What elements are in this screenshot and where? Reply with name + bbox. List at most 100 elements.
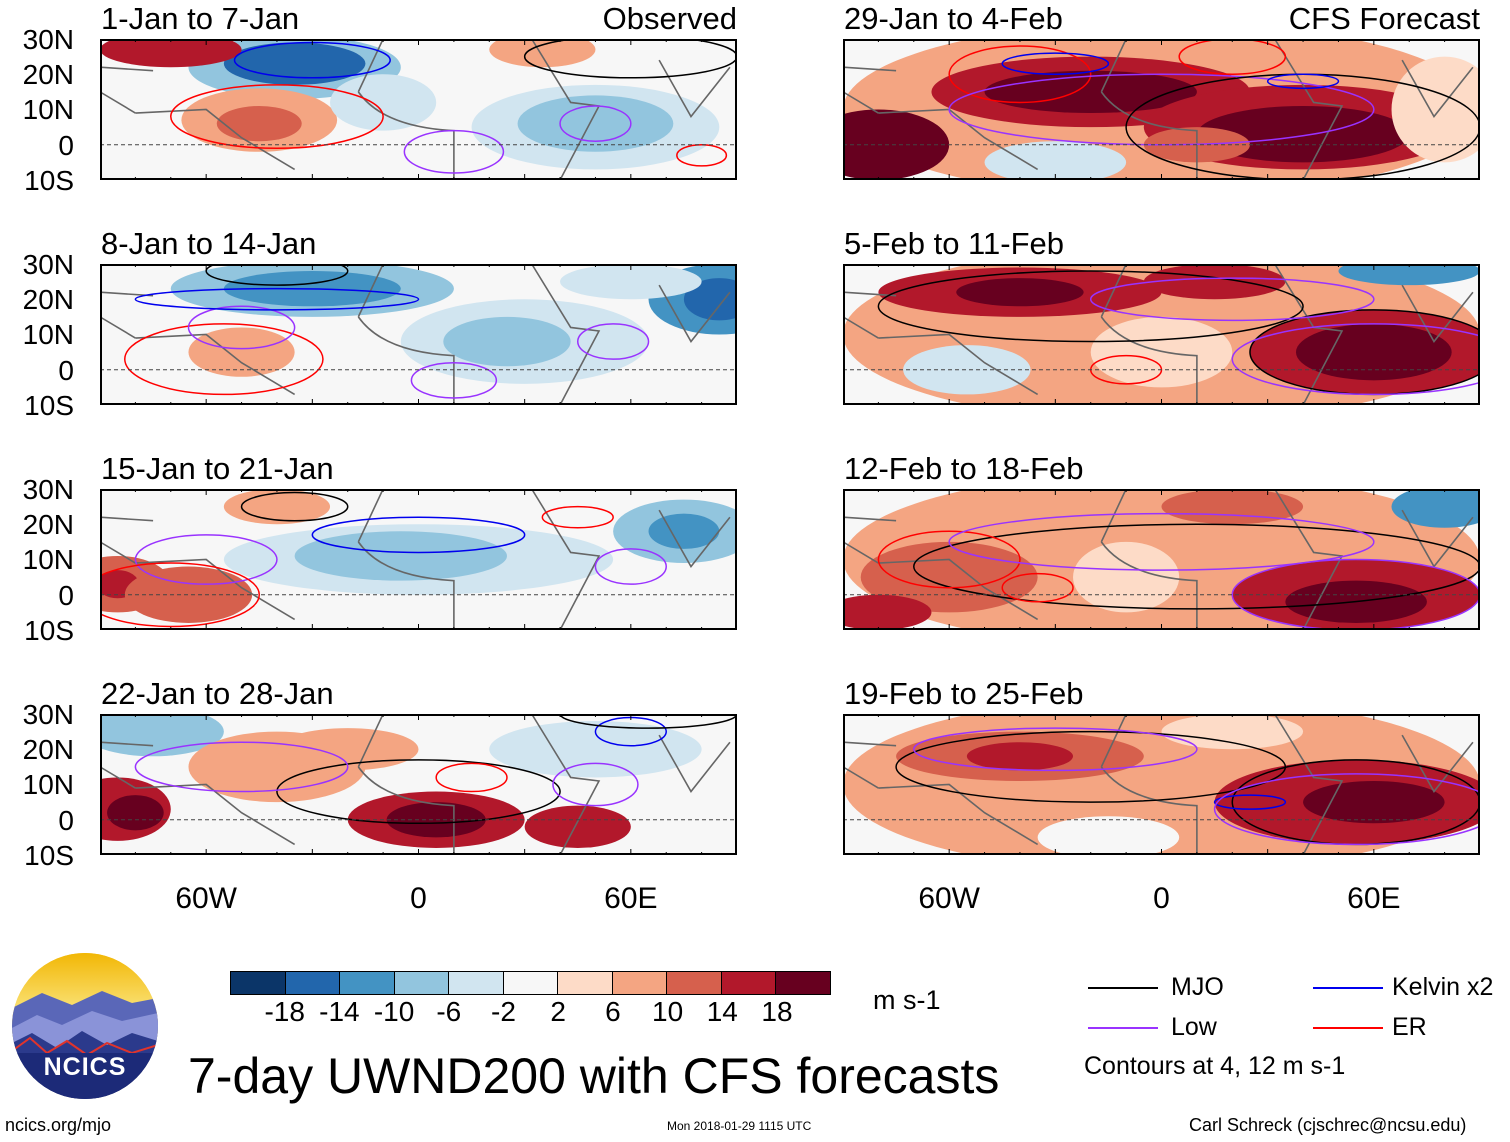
lat-label: 0: [58, 804, 74, 836]
anomaly-shading: [1196, 105, 1410, 163]
er-contour: [1001, 572, 1074, 603]
anomaly-shading: [443, 316, 571, 367]
kelvin-contour: [1001, 52, 1110, 75]
low-contour: [577, 323, 650, 360]
anomaly-shading: [560, 264, 702, 300]
anomaly-shading: [683, 278, 737, 321]
colorbar-swatch: [776, 972, 830, 994]
panel-title: 15-Jan to 21-Jan: [101, 451, 334, 486]
colorbar: [230, 971, 831, 995]
mjo-contour: [559, 714, 737, 729]
lat-label: 20N: [22, 284, 74, 316]
colorbar-swatch: [285, 972, 340, 994]
coastline: [100, 264, 731, 405]
anomaly-shading: [1037, 816, 1180, 855]
colorbar-swatch: [612, 972, 667, 994]
lon-label: 60E: [604, 882, 658, 915]
colorbar-swatch: [394, 972, 449, 994]
figure-title: 7-day UWND200 with CFS forecasts: [188, 1048, 1000, 1104]
lon-label: 60W: [175, 882, 237, 915]
lat-label: 10S: [24, 839, 74, 871]
map-svg: [843, 39, 1480, 180]
panel-title: 29-Jan to 4-Feb: [844, 1, 1063, 36]
colorbar-swatch: [449, 972, 504, 994]
anomaly-shading: [1161, 489, 1304, 525]
map-svg: [843, 489, 1480, 630]
map-panel: [843, 264, 1480, 405]
colorbar-tick-label: -6: [436, 996, 462, 1027]
panel-title: 22-Jan to 28-Jan: [101, 676, 334, 711]
low-contour: [134, 741, 349, 793]
er-contour: [948, 45, 1092, 104]
low-contour: [403, 129, 505, 174]
mjo-contour: [913, 523, 1480, 610]
anomaly-shading: [330, 74, 437, 131]
er-contour: [1178, 39, 1287, 75]
lat-label: 20N: [22, 509, 74, 541]
coastline: [100, 489, 731, 630]
map-svg: [100, 264, 737, 405]
anomaly-shading: [517, 95, 674, 152]
lat-label: 30N: [22, 249, 74, 280]
map-panel: [843, 39, 1480, 180]
lat-label: 10N: [22, 544, 74, 576]
anomaly-shading: [1303, 780, 1445, 824]
low-contour: [187, 305, 296, 350]
anomaly-shading: [100, 714, 224, 757]
legend-contour-note: Contours at 4, 12 m s-1: [1084, 1052, 1346, 1080]
low-contour: [410, 361, 498, 399]
panel-title: 1-Jan to 7-Jan: [101, 1, 300, 36]
coastline: [843, 264, 1474, 405]
low-contour: [1231, 323, 1480, 396]
map-svg: [843, 714, 1480, 855]
footer-author: Carl Schreck (cjschrec@ncsu.edu): [1189, 1115, 1467, 1135]
anomaly-shading: [843, 594, 932, 630]
colorbar-tick-label: -2: [491, 996, 516, 1027]
colorbar-swatch: [340, 972, 395, 994]
lat-label: 20N: [22, 59, 74, 91]
colorbar-tick-label: 14: [706, 996, 738, 1027]
lat-label: 10N: [22, 769, 74, 801]
lon-label: 60E: [1347, 882, 1401, 915]
legend-kelvin-line: [1313, 987, 1383, 989]
map-panel: [100, 264, 737, 405]
panel-title: 19-Feb to 25-Feb: [844, 676, 1084, 711]
anomaly-shading: [124, 566, 253, 623]
legend-er-label: ER: [1392, 1013, 1427, 1041]
logo: NCICS: [12, 953, 158, 1099]
anomaly-shading: [903, 345, 1031, 395]
anomaly-shading: [489, 721, 702, 778]
lat-label: 0: [58, 579, 74, 611]
anomaly-shading: [223, 489, 331, 525]
low-contour: [948, 512, 1375, 571]
lat-label: 30N: [22, 474, 74, 505]
anomaly-shading: [100, 39, 242, 68]
lat-label: 10S: [24, 389, 74, 421]
colorbar-swatch: [558, 972, 613, 994]
panel-title: 8-Jan to 14-Jan: [101, 226, 317, 261]
anomaly-shading: [107, 795, 164, 831]
map-panel: [100, 489, 737, 630]
colorbar-swatch: [667, 972, 722, 994]
map-svg: [100, 489, 737, 630]
logo-text: NCICS: [43, 1053, 127, 1081]
low-contour: [1213, 773, 1480, 846]
low-contour: [1231, 558, 1480, 630]
legend-low-label: Low: [1171, 1013, 1217, 1041]
coastline: [843, 714, 1474, 855]
anomaly-shading: [1161, 714, 1304, 750]
low-contour: [913, 727, 1198, 772]
mjo-contour: [276, 759, 561, 825]
er-contour: [676, 144, 728, 167]
anomaly-shading: [1391, 56, 1480, 163]
anomaly-shading: [1295, 323, 1452, 381]
lat-label: 30N: [22, 24, 74, 55]
legend-mjo-line: [1088, 987, 1158, 989]
lat-label: 10N: [22, 94, 74, 126]
anomaly-shading: [188, 327, 295, 377]
colorbar-swatch: [721, 972, 776, 994]
footer-timestamp: Mon 2018-01-29 1115 UTC: [667, 1119, 812, 1133]
er-contour: [877, 530, 1021, 589]
footer-url[interactable]: ncics.org/mjo: [5, 1115, 112, 1135]
